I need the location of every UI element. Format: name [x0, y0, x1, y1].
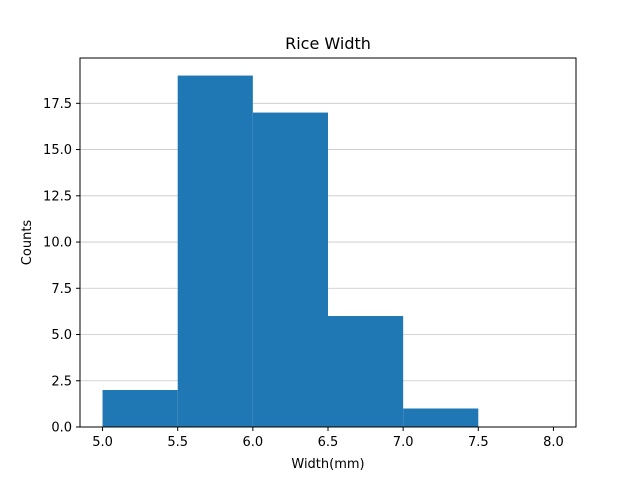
y-tick-label: 7.5 [51, 282, 72, 297]
x-tick-label: 7.0 [393, 435, 414, 450]
y-axis-ticks: 0.0 2.5 5.0 7.5 10.0 12.5 15.0 17.5 [43, 97, 80, 436]
y-tick-label: 17.5 [43, 97, 72, 112]
x-axis-ticks: 5.0 5.5 6.0 6.5 7.0 7.5 8.0 [92, 427, 564, 450]
x-tick-label: 7.5 [468, 435, 489, 450]
histogram-bar [403, 408, 479, 427]
x-tick-label: 5.5 [167, 435, 188, 450]
chart-title: Rice Width [285, 34, 371, 53]
y-tick-label: 10.0 [43, 236, 72, 251]
histogram-bar [177, 75, 253, 428]
x-tick-label: 6.5 [318, 435, 339, 450]
x-tick-label: 6.0 [243, 435, 264, 450]
x-axis-label: Width(mm) [291, 457, 364, 472]
y-tick-label: 0.0 [51, 421, 72, 436]
x-tick-label: 5.0 [92, 435, 113, 450]
histogram-bars [102, 75, 479, 428]
y-tick-label: 2.5 [51, 374, 72, 389]
y-tick-label: 12.5 [43, 189, 72, 204]
x-tick-label: 8.0 [543, 435, 564, 450]
histogram-bar [252, 112, 328, 428]
y-tick-label: 5.0 [51, 328, 72, 343]
histogram-bar [328, 316, 404, 427]
y-tick-label: 15.0 [43, 143, 72, 158]
y-axis-label: Counts [20, 220, 35, 266]
histogram-bar [102, 390, 178, 427]
